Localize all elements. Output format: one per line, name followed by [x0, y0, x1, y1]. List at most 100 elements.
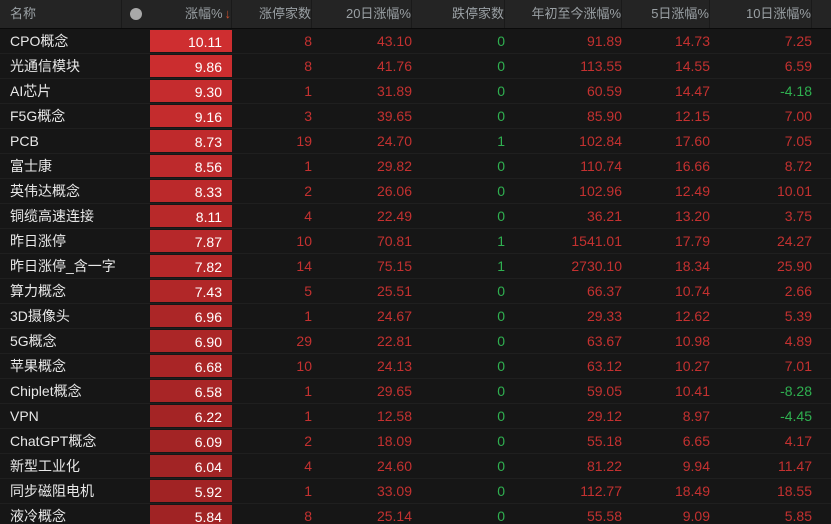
table-row[interactable]: 光通信模块 9.86 8 41.76 0 113.55 14.55 6.59: [0, 54, 831, 79]
gain-20d: 31.89: [376, 83, 412, 99]
col-header-name[interactable]: 名称: [0, 0, 122, 28]
limit-up-count: 3: [304, 108, 312, 124]
table-row[interactable]: 铜缆高速连接 8.11 4 22.49 0 36.21 13.20 3.75: [0, 204, 831, 229]
gain-ytd: 102.84: [579, 133, 622, 149]
limit-down-count: 0: [497, 33, 505, 49]
gain-5d: 10.41: [674, 383, 710, 399]
limit-up-count: 10: [296, 233, 312, 249]
gain-5d: 10.27: [674, 358, 710, 374]
table-row[interactable]: 新型工业化 6.04 4 24.60 0 81.22 9.94 11.47: [0, 454, 831, 479]
col-header-pct[interactable]: 涨幅% ↓: [150, 0, 232, 28]
limit-down-count: 0: [497, 333, 505, 349]
table-row[interactable]: 5G概念 6.90 29 22.81 0 63.67 10.98 4.89: [0, 329, 831, 354]
sector-name: 英伟达概念: [10, 183, 80, 199]
table-row[interactable]: 昨日涨停 7.87 10 70.81 1 1541.01 17.79 24.27: [0, 229, 831, 254]
table-row[interactable]: CPO概念 10.11 8 43.10 0 91.89 14.73 7.25: [0, 29, 831, 54]
gain-5d: 9.09: [682, 508, 710, 524]
gain-20d: 43.10: [376, 33, 412, 49]
sector-name: 液冷概念: [10, 508, 66, 524]
sector-name: 5G概念: [10, 333, 57, 349]
gain-20d: 24.13: [376, 358, 412, 374]
table-row[interactable]: 算力概念 7.43 5 25.51 0 66.37 10.74 2.66: [0, 279, 831, 304]
table-row[interactable]: F5G概念 9.16 3 39.65 0 85.90 12.15 7.00: [0, 104, 831, 129]
col-header-10d[interactable]: 10日涨幅%: [710, 0, 812, 28]
pct-heat-cell: 8.56: [150, 154, 232, 178]
pct-heat-cell: 6.68: [150, 354, 232, 378]
limit-down-count: 0: [497, 508, 505, 524]
table-row[interactable]: 昨日涨停_含一字 7.82 14 75.15 1 2730.10 18.34 2…: [0, 254, 831, 279]
limit-down-count: 0: [497, 408, 505, 424]
pct-heat-cell: 10.11: [150, 29, 232, 53]
gain-5d: 8.97: [682, 408, 710, 424]
gain-20d: 75.15: [376, 258, 412, 274]
gain-ytd: 36.21: [586, 208, 622, 224]
table-header: 名称 涨幅% ↓ 涨停家数 20日涨幅% 跌停家数 年初至今涨幅% 5日涨幅% 1…: [0, 0, 831, 29]
pct-heat-cell: 7.43: [150, 279, 232, 303]
table-row[interactable]: 液冷概念 5.84 8 25.14 0 55.58 9.09 5.85: [0, 504, 831, 524]
col-header-20d[interactable]: 20日涨幅%: [312, 0, 412, 28]
col-header-limit-up[interactable]: 涨停家数: [232, 0, 312, 28]
gain-20d: 29.65: [376, 383, 412, 399]
limit-up-count: 8: [304, 33, 312, 49]
table-row[interactable]: PCB 8.73 19 24.70 1 102.84 17.60 7.05: [0, 129, 831, 154]
gain-ytd: 63.12: [586, 358, 622, 374]
gain-20d: 22.49: [376, 208, 412, 224]
pct-heat-cell: 5.92: [150, 479, 232, 503]
gain-ytd: 63.67: [586, 333, 622, 349]
mark-column-header[interactable]: [122, 0, 150, 28]
table-row[interactable]: 苹果概念 6.68 10 24.13 0 63.12 10.27 7.01: [0, 354, 831, 379]
gain-5d: 12.15: [674, 108, 710, 124]
limit-down-count: 0: [497, 308, 505, 324]
gain-10d: 3.75: [784, 208, 812, 224]
gain-5d: 10.74: [674, 283, 710, 299]
gain-20d: 29.82: [376, 158, 412, 174]
limit-up-count: 8: [304, 508, 312, 524]
table-row[interactable]: ChatGPT概念 6.09 2 18.09 0 55.18 6.65 4.17: [0, 429, 831, 454]
limit-up-count: 1: [304, 83, 312, 99]
gain-20d: 26.06: [376, 183, 412, 199]
table-row[interactable]: 3D摄像头 6.96 1 24.67 0 29.33 12.62 5.39: [0, 304, 831, 329]
table-row[interactable]: 富士康 8.56 1 29.82 0 110.74 16.66 8.72: [0, 154, 831, 179]
limit-down-count: 0: [497, 58, 505, 74]
gain-10d: 8.72: [784, 158, 812, 174]
limit-down-count: 1: [497, 133, 505, 149]
gain-20d: 12.58: [376, 408, 412, 424]
gain-ytd: 59.05: [586, 383, 622, 399]
table-body: CPO概念 10.11 8 43.10 0 91.89 14.73 7.25 光…: [0, 29, 831, 524]
limit-up-count: 29: [296, 333, 312, 349]
table-row[interactable]: Chiplet概念 6.58 1 29.65 0 59.05 10.41 -8.…: [0, 379, 831, 404]
pct-heat-cell: 6.09: [150, 429, 232, 453]
gain-10d: 7.00: [784, 108, 812, 124]
gain-5d: 14.73: [674, 33, 710, 49]
sector-name: 算力概念: [10, 283, 66, 299]
table-row[interactable]: VPN 6.22 1 12.58 0 29.12 8.97 -4.45: [0, 404, 831, 429]
gain-ytd: 110.74: [580, 158, 622, 174]
gain-20d: 25.51: [376, 283, 412, 299]
gain-10d: 6.59: [784, 58, 812, 74]
table-row[interactable]: AI芯片 9.30 1 31.89 0 60.59 14.47 -4.18: [0, 79, 831, 104]
gain-10d: 7.25: [784, 33, 812, 49]
limit-down-count: 1: [497, 258, 505, 274]
header-spacer: [812, 0, 831, 28]
col-header-5d[interactable]: 5日涨幅%: [622, 0, 710, 28]
table-row[interactable]: 英伟达概念 8.33 2 26.06 0 102.96 12.49 10.01: [0, 179, 831, 204]
col-header-limit-down[interactable]: 跌停家数: [412, 0, 505, 28]
pct-heat-cell: 8.33: [150, 179, 232, 203]
sector-name: F5G概念: [10, 108, 66, 124]
gain-10d: 7.01: [784, 358, 812, 374]
sector-name: 富士康: [10, 158, 52, 174]
dot-icon: [130, 7, 142, 20]
pct-heat-cell: 7.87: [150, 229, 232, 253]
table-row[interactable]: 同步磁阻电机 5.92 1 33.09 0 112.77 18.49 18.55: [0, 479, 831, 504]
limit-down-count: 0: [497, 283, 505, 299]
limit-down-count: 0: [497, 183, 505, 199]
gain-10d: 4.17: [784, 433, 812, 449]
col-header-ytd[interactable]: 年初至今涨幅%: [505, 0, 622, 28]
sector-name: 昨日涨停: [10, 233, 66, 249]
limit-down-count: 0: [497, 83, 505, 99]
gain-20d: 24.60: [376, 458, 412, 474]
limit-down-count: 1: [497, 233, 505, 249]
pct-heat-cell: 9.86: [150, 54, 232, 78]
pct-heat-cell: 5.84: [150, 504, 232, 524]
gain-ytd: 81.22: [586, 458, 622, 474]
